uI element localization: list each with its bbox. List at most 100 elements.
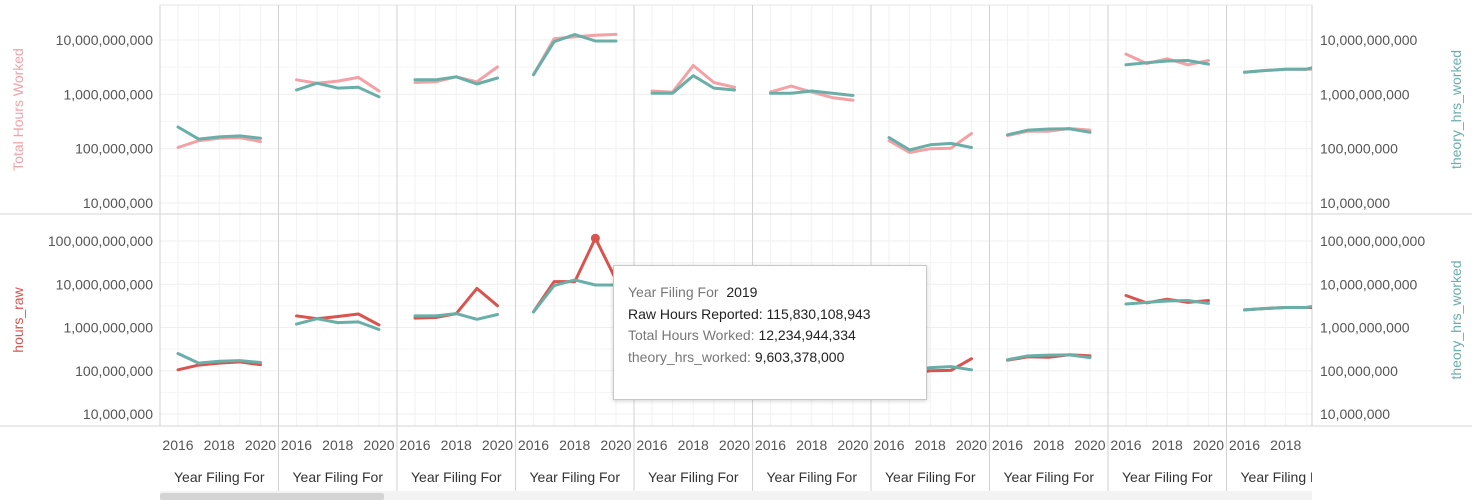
left-tick-label: 1,000,000,000 (63, 320, 153, 336)
x-axis-title: Year Filing For (292, 469, 383, 485)
left-tick-label: 10,000,000 (83, 195, 153, 211)
x-tick-label: 2016 (281, 437, 312, 453)
x-tick-label: 2018 (678, 437, 709, 453)
line-theory[interactable] (1243, 64, 1328, 74)
x-tick-label: 2016 (755, 437, 786, 453)
line-theory[interactable] (1124, 299, 1210, 306)
line-theory[interactable] (1243, 303, 1328, 312)
tooltip: Year Filing For 2019 Raw Hours Reported:… (613, 265, 927, 400)
tooltip-total-value: 12,234,944,334 (758, 327, 856, 343)
right-tick-label: 100,000,000 (1320, 363, 1398, 379)
x-axis-labels: 2016 2018 2020 Year Filing For 2016 2018 2020 Y… (162, 437, 1342, 485)
tooltip-theory-label: theory_hrs_worked: (628, 348, 751, 365)
x-axis-title: Year Filing For (529, 469, 620, 485)
x-tick-label: 2016 (162, 437, 193, 453)
line-raw[interactable] (176, 360, 262, 372)
tooltip-raw-value: 115,830,108,943 (766, 305, 871, 322)
x-tick-label: 2018 (1152, 437, 1183, 453)
right-tick-label: 100,000,000,000 (1320, 233, 1425, 249)
line-total[interactable] (295, 75, 381, 93)
left-tick-label: 100,000,000 (75, 141, 153, 157)
left-tick-label: 10,000,000,000 (56, 32, 154, 48)
x-axis-title: Year Filing For (766, 469, 857, 485)
line-theory[interactable] (532, 33, 618, 77)
x-axis-title: Year Filing For (1122, 469, 1213, 485)
horizontal-scrollbar[interactable] (160, 491, 1312, 500)
right-tick-label: 1,000,000,000 (1320, 320, 1410, 336)
x-tick-label: 2020 (1074, 437, 1105, 453)
line-total[interactable] (1124, 52, 1210, 67)
left-tick-label: 100,000,000,000 (48, 233, 153, 249)
line-theory[interactable] (1006, 127, 1092, 137)
x-tick-label: 2018 (441, 437, 472, 453)
x-tick-label: 2016 (873, 437, 904, 453)
line-theory[interactable] (413, 312, 499, 321)
right-axis-title-theory: theory_hrs_worked (1448, 50, 1464, 169)
right-tick-label: 10,000,000 (1320, 195, 1390, 211)
left-tick-label: 10,000,000,000 (56, 276, 154, 292)
left-tick-label: 1,000,000,000 (63, 86, 153, 102)
x-tick-label: 2016 (992, 437, 1023, 453)
x-tick-label: 2020 (363, 437, 394, 453)
x-axis-title: Year Filing For (1003, 469, 1094, 485)
tooltip-year-label: Year Filing For (628, 284, 719, 300)
x-tick-label: 2018 (1033, 437, 1064, 453)
line-raw[interactable] (532, 236, 618, 314)
tooltip-total-line: Total Hours Worked: 12,234,944,334 (628, 325, 926, 347)
left-tick-label: 10,000,000 (83, 406, 153, 422)
x-axis-title: Year Filing For (648, 469, 739, 485)
x-tick-label: 2016 (1110, 437, 1141, 453)
x-tick-label: 2020 (1311, 437, 1342, 453)
x-tick-label: 2018 (915, 437, 946, 453)
scrollbar-thumb[interactable] (160, 493, 384, 500)
right-tick-label: 10,000,000,000 (1320, 32, 1418, 48)
highlighted-data-point[interactable] (590, 233, 600, 243)
line-theory[interactable] (532, 278, 618, 314)
x-tick-label: 2020 (719, 437, 750, 453)
x-tick-label: 2020 (956, 437, 987, 453)
x-tick-label: 2018 (322, 437, 353, 453)
line-theory[interactable] (176, 352, 262, 365)
x-tick-label: 2020 (482, 437, 513, 453)
tooltip-theory-value: 9,603,378,000 (754, 348, 845, 365)
x-tick-label: 2020 (837, 437, 868, 453)
x-tick-label: 2016 (636, 437, 667, 453)
line-theory[interactable] (413, 75, 499, 86)
x-axis-title: Year Filing For (411, 469, 502, 485)
right-tick-label: 1,000,000,000 (1320, 86, 1410, 102)
line-theory[interactable] (769, 89, 855, 97)
left-axis-title-raw: hours_raw (10, 286, 26, 352)
tooltip-raw-line: Raw Hours Reported: 115,830,108,943 (628, 304, 926, 326)
x-tick-label: 2018 (204, 437, 235, 453)
left-axis-title-total: Total Hours Worked (10, 48, 26, 171)
x-axis-title: Year Filing For (174, 469, 265, 485)
line-theory[interactable] (1124, 59, 1210, 67)
line-theory[interactable] (650, 74, 736, 95)
x-tick-label: 2018 (559, 437, 590, 453)
line-theory[interactable] (1006, 353, 1092, 362)
right-tick-label: 10,000,000,000 (1320, 276, 1418, 292)
x-axis-title: Year Filing For (1240, 469, 1331, 485)
tooltip-year-value: 2019 (726, 284, 758, 300)
line-theory[interactable] (887, 136, 973, 152)
x-tick-label: 2020 (1193, 437, 1224, 453)
tooltip-year-line: Year Filing For 2019 (628, 282, 926, 304)
x-tick-label: 2016 (399, 437, 430, 453)
x-tick-label: 2016 (1229, 437, 1260, 453)
tooltip-raw-label: Raw Hours Reported: (628, 305, 763, 322)
x-tick-label: 2018 (796, 437, 827, 453)
left-tick-label: 100,000,000 (75, 363, 153, 379)
line-theory[interactable] (295, 81, 381, 99)
line-raw[interactable] (295, 312, 381, 327)
x-tick-label: 2020 (245, 437, 276, 453)
tooltip-total-label: Total Hours Worked: (628, 327, 755, 343)
gridlines (160, 5, 1312, 426)
tooltip-theory-line: theory_hrs_worked: 9,603,378,000 (628, 347, 926, 369)
x-axis-title: Year Filing For (885, 469, 976, 485)
right-axis-title-theory: theory_hrs_worked (1448, 260, 1464, 379)
right-tick-label: 10,000,000 (1320, 406, 1390, 422)
x-tick-label: 2016 (518, 437, 549, 453)
line-theory[interactable] (295, 317, 381, 331)
right-tick-label: 100,000,000 (1320, 141, 1398, 157)
line-theory[interactable] (176, 125, 262, 141)
